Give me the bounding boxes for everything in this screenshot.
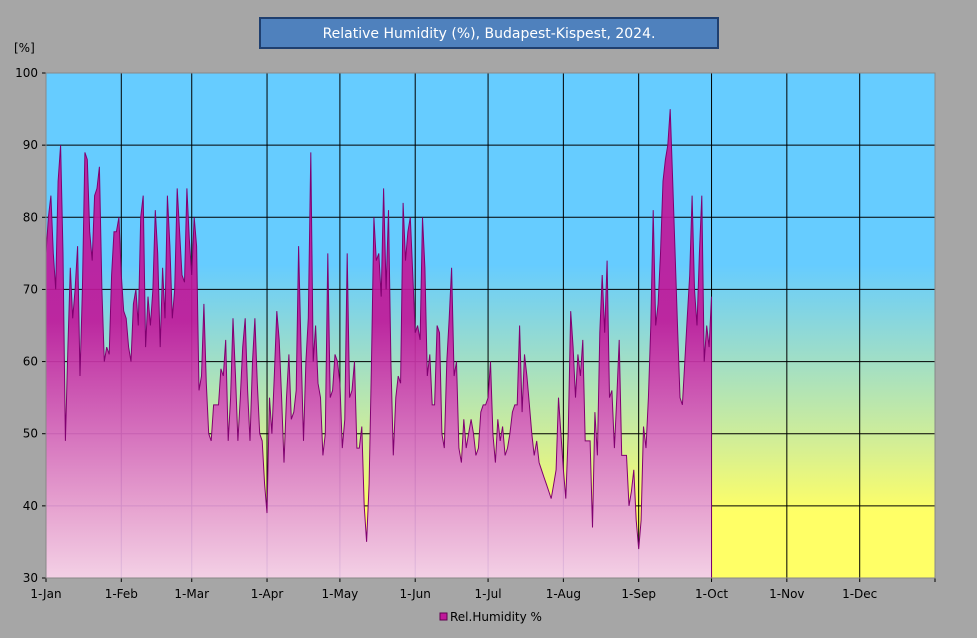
x-tick-label: 1-Feb [105,587,138,601]
y-tick-label: 60 [23,355,38,369]
legend-label: Rel.Humidity % [450,610,542,624]
y-tick-label: 50 [23,427,38,441]
x-tick-label: 1-Jun [400,587,431,601]
x-tick-label: 1-Mar [174,587,209,601]
x-tick-label: 1-Dec [842,587,877,601]
plot-border [45,72,936,579]
y-axis-label: [%] [14,41,35,55]
legend-swatch [439,612,448,621]
x-tick-label: 1-Apr [251,587,284,601]
x-tick-label: 1-Nov [769,587,804,601]
x-tick-label: 1-Sep [621,587,656,601]
y-tick-label: 40 [23,499,38,513]
humidity-area [45,109,712,579]
x-tick-label: 1-Jul [475,587,502,601]
y-tick-label: 90 [23,138,38,152]
x-tick-label: 1-Aug [546,587,581,601]
y-tick-label: 80 [23,210,38,224]
x-tick-label: 1-Oct [695,587,728,601]
x-tick-label: 1-May [322,587,359,601]
chart-title: Relative Humidity (%), Budapest-Kispest,… [323,26,656,42]
y-tick-label: 100 [15,66,38,80]
y-tick-label: 30 [23,571,38,585]
x-tick-label: 1-Jan [30,587,61,601]
title-box [259,17,719,49]
axes: 30 40 50 60 70 80 90 100 1-Jan 1-Feb 1-Mar 1-Apr 1-M… [15,66,936,601]
y-tick-label: 70 [23,282,38,296]
